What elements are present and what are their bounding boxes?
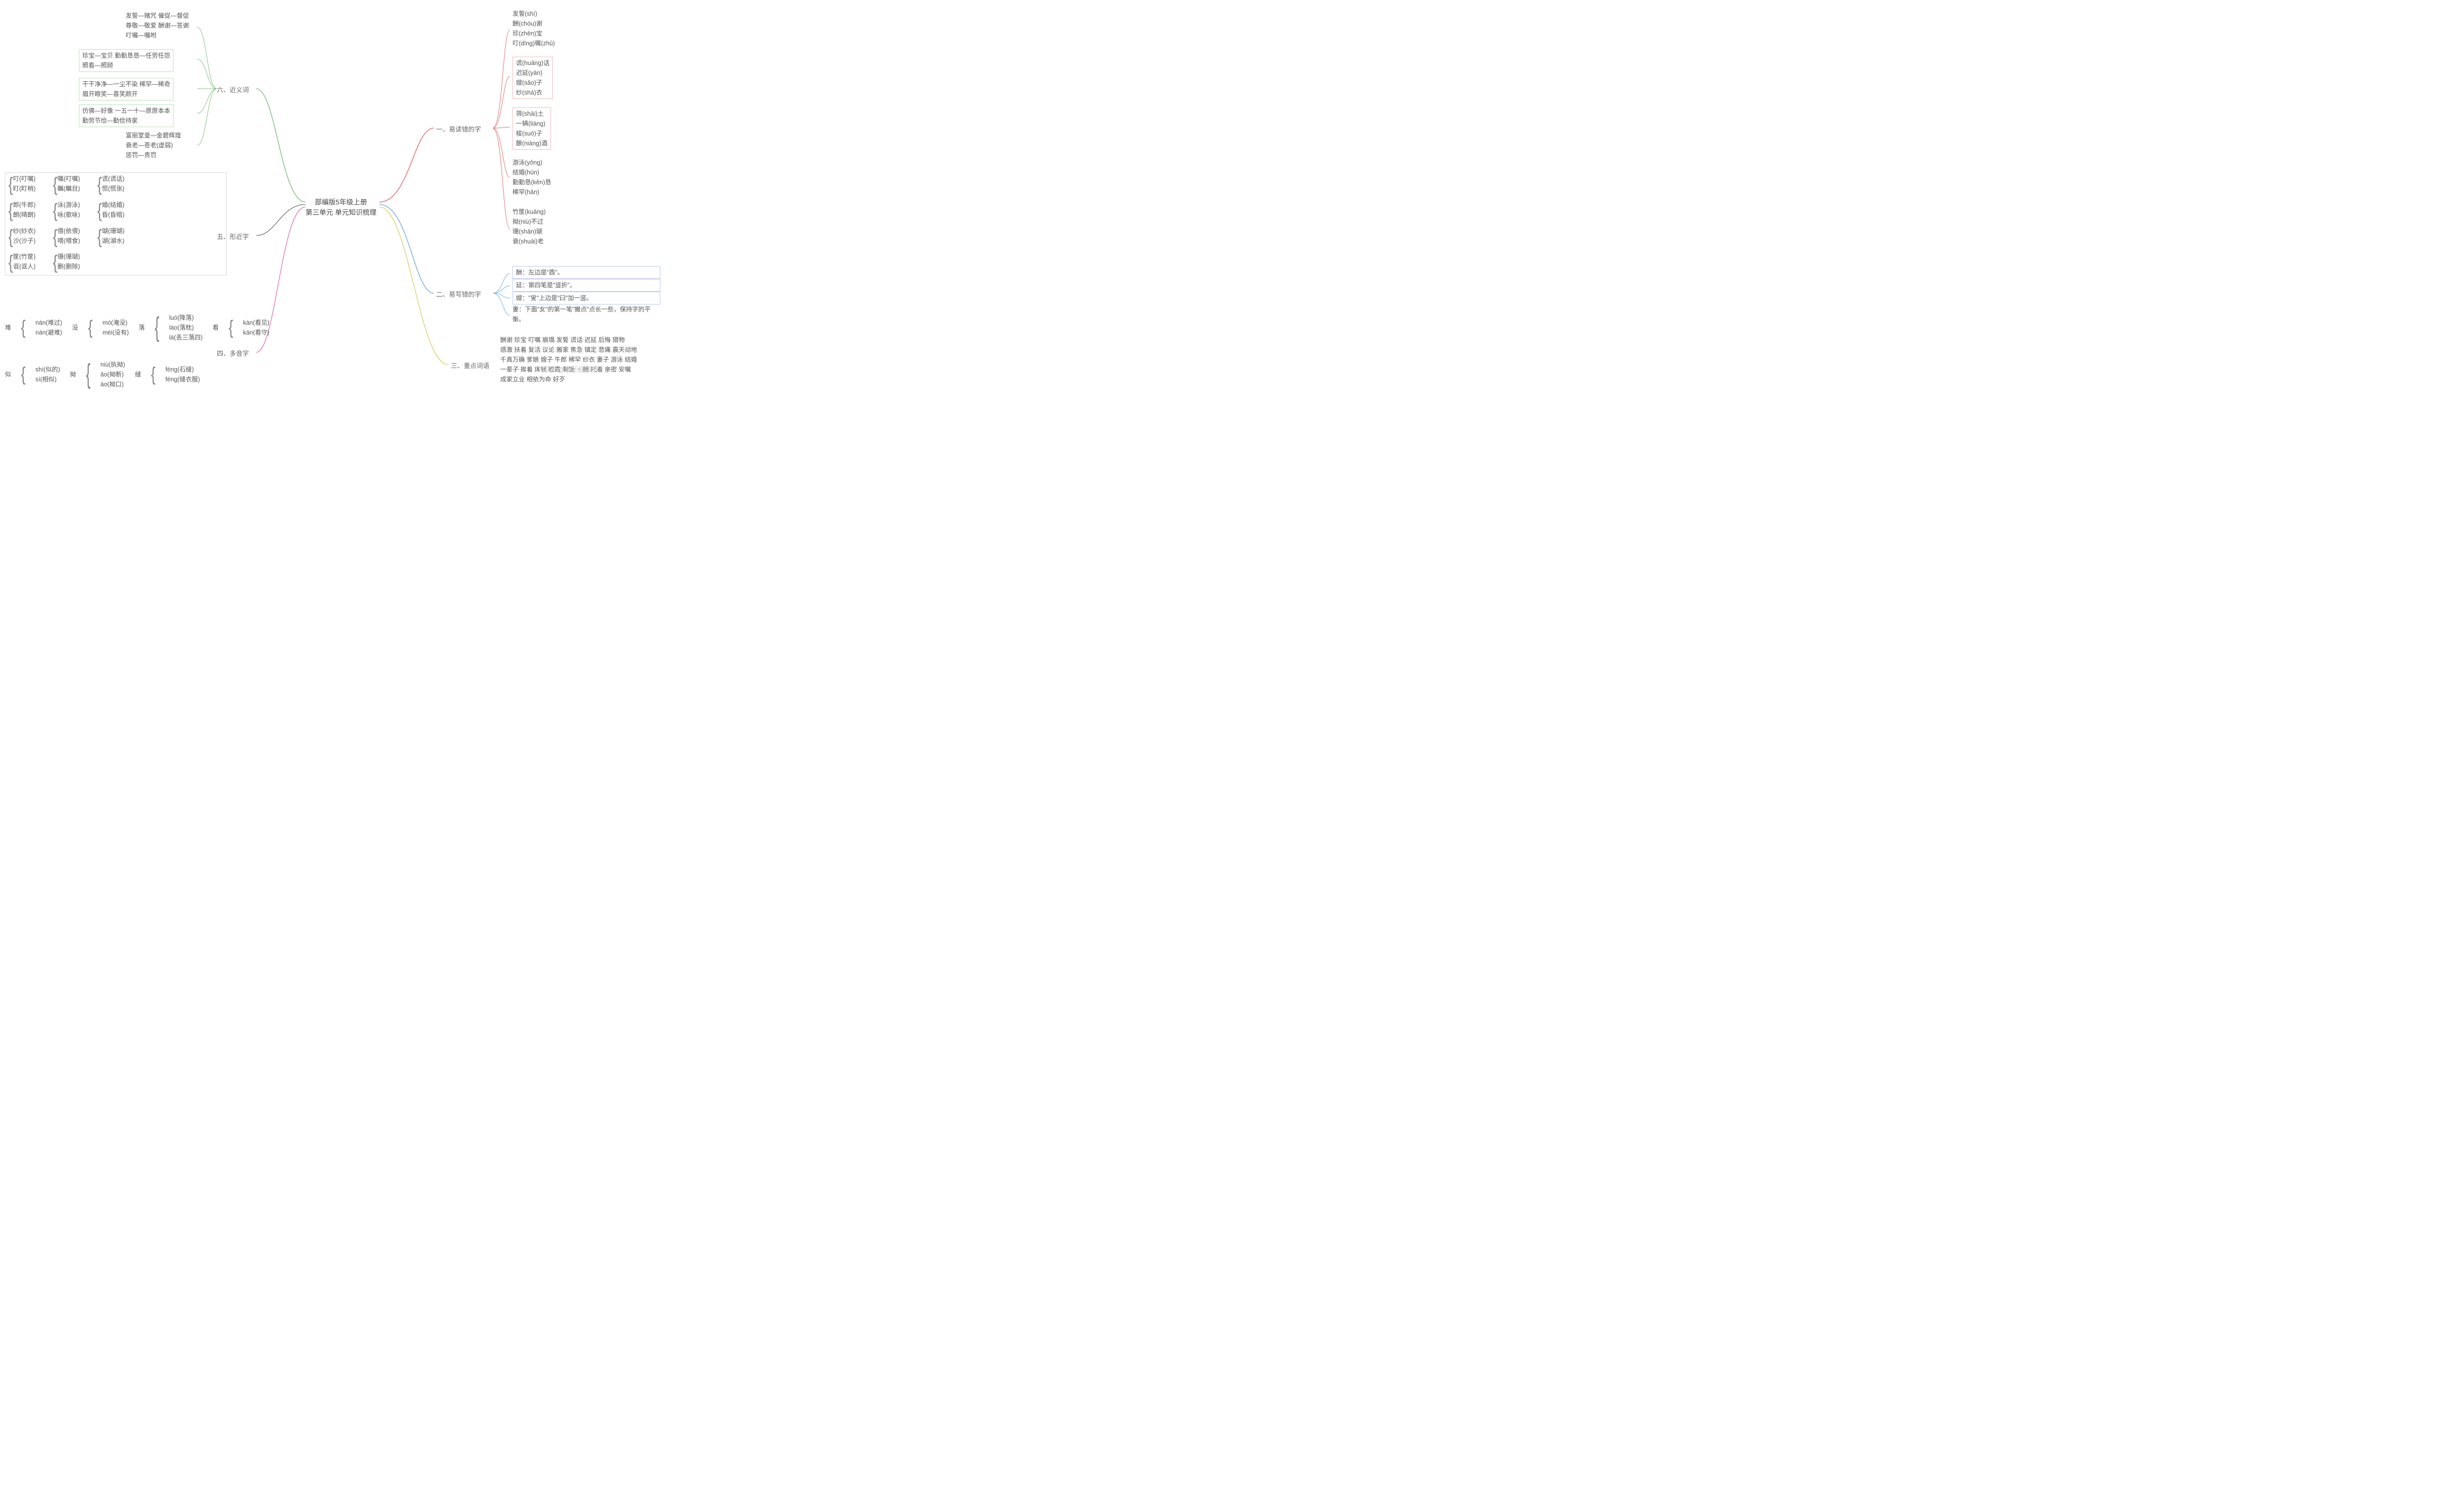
- s1-g1: 发誓(shì) 酬(chóu)谢 珍(zhēn)宝 叮(dīng)嘱(zhǔ): [513, 9, 555, 48]
- branch-3: 三、重点词语: [451, 361, 489, 370]
- branch-6: 六、近义词: [217, 85, 249, 94]
- center-line2: 第三单元 单元知识梳理: [306, 207, 376, 218]
- s2: 酬：左边是"酉"。 延：第四笔是"竖折"。 嫂："叟"上边是"臼"加一竖。 妻：…: [513, 266, 660, 324]
- s5: {叮(叮嘱)盯(盯梢) {郎(牛郎)朗(晴朗) {纱(纱衣)沙(沙子) {筐(竹…: [5, 172, 227, 275]
- s6-g5: 富丽堂皇—金碧辉煌 衰老—苍老(虚弱) 惩罚—责罚: [126, 131, 181, 160]
- s6-g4: 仿佛—好像 一五一十—原原本本 勤劳节俭—勤俭持家: [79, 104, 173, 127]
- s1-g2: 谎(huǎng)话 迟延(yán) 嫂(sǎo)子 纱(shā)衣: [513, 57, 553, 99]
- s1-g4: 游泳(yǒng) 结婚(hūn) 勤勤恳(kěn)恳 稀罕(hǎn): [513, 158, 551, 197]
- center-line1: 部编版5年级上册: [306, 197, 376, 207]
- s4-row2: 似{ shì(似的)sì(相似) 拗{ niù(执拗)ǎo(拗断)ào(拗口) …: [5, 360, 200, 389]
- s5-c3: {谎(谎话)慌(慌张) {婚(结婚)昏(昏暗) {瑚(珊瑚)湖(湖水): [97, 174, 124, 274]
- s3: 酬谢 珍宝 叮嘱 崩塌 发誓 谎话 迟延 后悔 猎物 感激 扶着 复活 议论 搬…: [500, 335, 697, 384]
- watermark: 知乎 @智乐园素养: [542, 365, 599, 374]
- s5-c1: {叮(叮嘱)盯(盯梢) {郎(牛郎)朗(晴朗) {纱(纱衣)沙(沙子) {筐(竹…: [8, 174, 35, 274]
- s6-g2: 珍宝—宝贝 勤勤恳恳—任劳任怨 照看—照顾: [79, 49, 173, 72]
- s4-row1: 难{ nán(难过)nàn(避难) 没{ mò(淹没)méi(没有) 落{ lu…: [5, 313, 270, 342]
- branch-1: 一、易读错的字: [436, 124, 481, 134]
- branch-4: 四、多音字: [217, 348, 249, 358]
- branch-2: 二、易写错的字: [436, 289, 481, 299]
- s6-g1: 发誓—赌咒 催促—督促 尊敬—敬爱 酬谢—答谢 叮嘱—嘱咐: [126, 11, 189, 40]
- s1-g3: 筛(shāi)土 一辆(liàng) 梭(suō)子 酿(niàng)酒: [513, 107, 551, 150]
- s1-g5: 竹筐(kuāng) 拗(niù)不过 珊(shān)瑚 衰(shuāi)老: [513, 207, 546, 246]
- s6-g3: 干干净净—一尘不染 稀罕—稀奇 眉开眼笑—喜笑颜开: [79, 78, 173, 101]
- center-node: 部编版5年级上册 第三单元 单元知识梳理: [306, 197, 376, 218]
- s5-c2: {嘱(叮嘱)瞩(瞩目) {泳(游泳)咏(歌咏) {偎(依偎)喂(喂食) {珊(珊…: [53, 174, 80, 274]
